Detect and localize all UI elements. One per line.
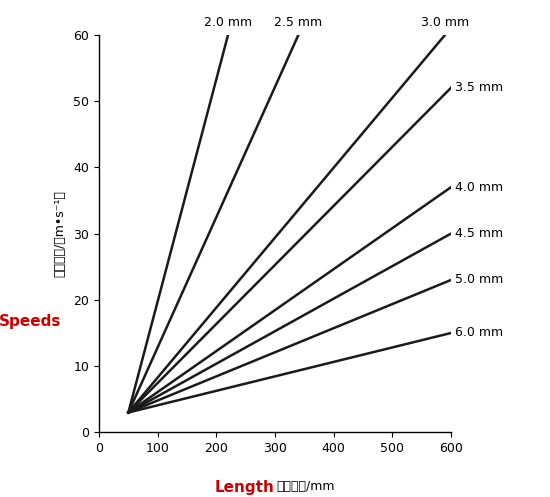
Text: 2.0 mm: 2.0 mm [204,16,252,29]
Text: 6.0 mm: 6.0 mm [454,327,503,339]
Text: 5.0 mm: 5.0 mm [454,273,503,286]
Text: 3.5 mm: 3.5 mm [454,82,503,94]
Text: 4.0 mm: 4.0 mm [454,181,503,194]
Text: Speeds: Speeds [0,314,62,329]
Text: 4.5 mm: 4.5 mm [454,227,503,240]
Text: 2.5 mm: 2.5 mm [274,16,322,29]
Text: 3.0 mm: 3.0 mm [421,16,469,29]
Text: Length: Length [215,480,275,495]
Text: 充填长度/mm: 充填长度/mm [277,480,336,493]
Y-axis label: 充填速度/（m•s⁻¹）: 充填速度/（m•s⁻¹） [53,190,67,277]
